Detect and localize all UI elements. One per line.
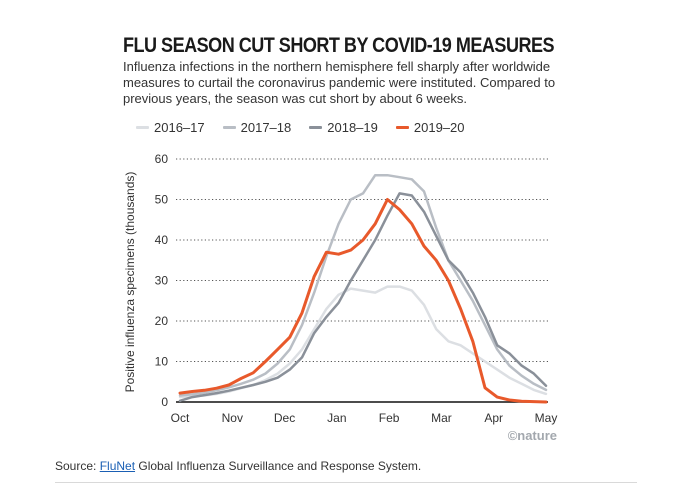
- series-lines: [178, 173, 548, 404]
- legend-label-2017-18: 2017–18: [240, 120, 292, 135]
- legend-label-2016-17: 2016–17: [154, 120, 205, 135]
- legend: 2016–17 2017–18 2018–19 2019–20: [136, 120, 483, 135]
- chart-title: FLU SEASON CUT SHORT BY COVID-19 MEASURE…: [123, 34, 555, 57]
- legend-swatch-2018-19: [309, 126, 323, 129]
- x-tick-label: Jan: [327, 411, 346, 425]
- y-tick-label: 20: [155, 314, 169, 328]
- y-tick-label: 40: [155, 233, 169, 247]
- legend-item-2019-20: 2019–20: [395, 120, 465, 135]
- y-tick-label: 30: [155, 274, 169, 288]
- flunet-link[interactable]: FluNet: [99, 459, 136, 473]
- y-tick-label: 10: [155, 355, 169, 369]
- x-tick-label: Feb: [379, 411, 400, 425]
- source-suffix: Global Influenza Surveillance and Respon…: [135, 459, 422, 473]
- x-tick-label: May: [535, 411, 558, 425]
- legend-label-2019-20: 2019–20: [413, 120, 465, 135]
- divider: [55, 482, 637, 483]
- legend-item-2016-17: 2016–17: [136, 120, 205, 135]
- y-tick-label: 50: [155, 193, 169, 207]
- x-tick-label: Apr: [484, 411, 503, 425]
- legend-item-2018-19: 2018–19: [309, 120, 378, 135]
- series-line-2017-18: [178, 173, 548, 397]
- x-tick-label: Mar: [431, 411, 452, 425]
- y-tick-labels: 60 50 40 30 20 10 0: [155, 152, 169, 409]
- grid-lines: [176, 158, 548, 403]
- legend-swatch-2017-18: [222, 126, 236, 129]
- y-tick-label: 0: [161, 395, 168, 409]
- legend-item-2017-18: 2017–18: [222, 120, 292, 135]
- series-line-2019-20: [178, 198, 548, 404]
- legend-swatch-2016-17: [136, 126, 149, 129]
- y-axis-label: Positive influenza specimens (thousands): [123, 172, 137, 393]
- series-line-2018-19: [178, 192, 548, 403]
- source-prefix: Source:: [55, 459, 100, 473]
- y-tick-label: 60: [155, 152, 169, 166]
- x-tick-label: Nov: [222, 411, 243, 425]
- legend-label-2018-19: 2018–19: [327, 120, 378, 135]
- x-tick-label: Dec: [274, 411, 295, 425]
- source-note: Source: FluNet Global Influenza Surveill…: [55, 459, 421, 473]
- nature-logo: ©nature: [508, 428, 557, 443]
- legend-swatch-2019-20: [395, 126, 409, 129]
- chart-subtitle: Influenza infections in the northern hem…: [123, 59, 556, 106]
- x-tick-label: Oct: [171, 411, 190, 425]
- x-tick-labels: Oct Nov Dec Jan Feb Mar Apr May: [171, 411, 558, 425]
